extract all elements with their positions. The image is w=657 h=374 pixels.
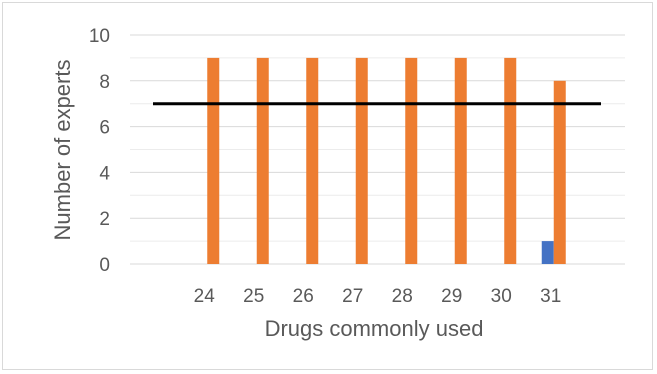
x-tick-label: 31 [540, 286, 561, 307]
y-axis-ticks: 0 2 4 6 8 10 [89, 26, 111, 276]
bar [355, 57, 368, 265]
x-tick-label: 27 [342, 286, 363, 307]
bars [207, 57, 566, 265]
bar [256, 57, 269, 265]
bar [306, 57, 319, 265]
bar [207, 57, 220, 265]
x-tick-label: 28 [392, 286, 413, 307]
y-tick-label: 2 [99, 209, 110, 230]
y-axis-title: Number of experts [50, 60, 75, 241]
x-axis-ticks: 24 25 26 27 28 29 30 31 [194, 286, 562, 307]
gridlines [130, 34, 625, 265]
y-tick-label: 10 [89, 26, 110, 47]
x-tick-label: 25 [243, 286, 264, 307]
x-axis-title: Drugs commonly used [265, 316, 484, 341]
y-tick-label: 6 [99, 118, 110, 139]
chart-frame [2, 2, 653, 370]
bar [504, 57, 517, 265]
x-tick-label: 29 [441, 286, 462, 307]
x-tick-label: 30 [491, 286, 512, 307]
x-tick-label: 24 [194, 286, 216, 307]
bar [553, 80, 566, 264]
x-tick-label: 26 [293, 286, 314, 307]
bar [405, 57, 418, 265]
y-tick-label: 0 [99, 255, 110, 276]
y-tick-label: 8 [99, 72, 110, 93]
bar [541, 241, 554, 264]
bar [454, 57, 467, 265]
y-tick-label: 4 [99, 163, 110, 184]
